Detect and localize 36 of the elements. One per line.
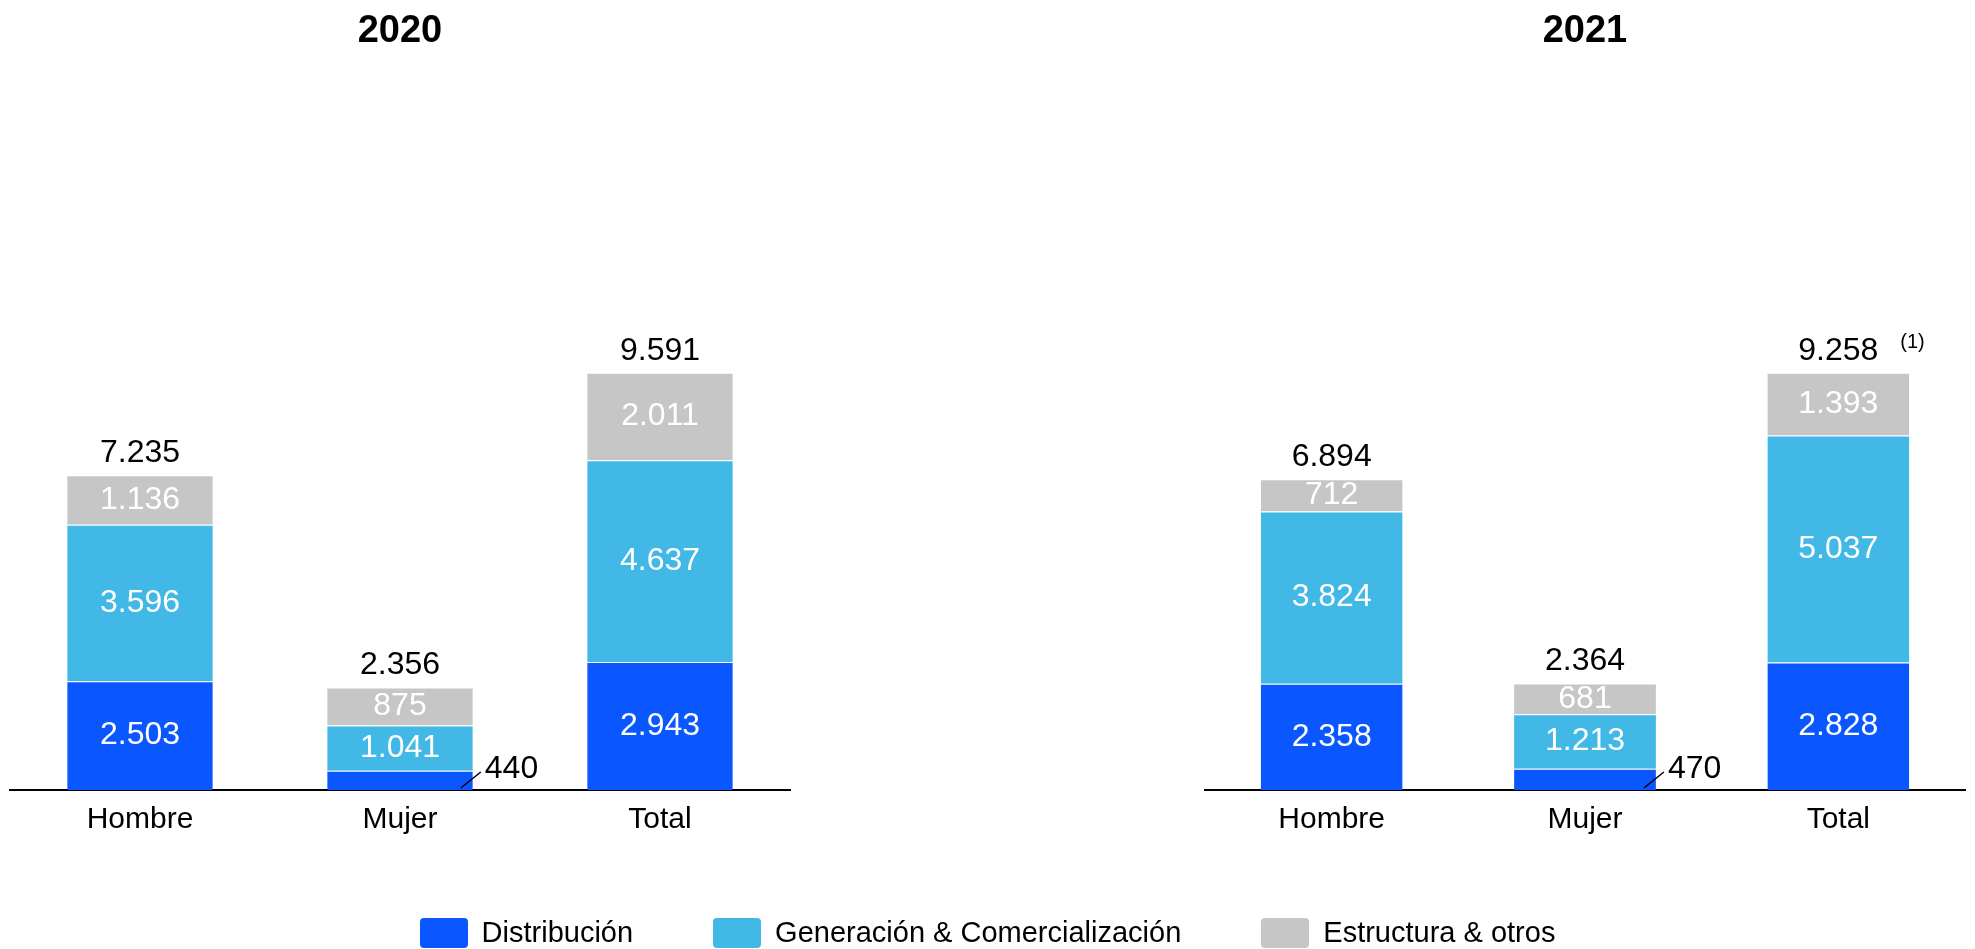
data-label: 712 <box>1304 475 1359 512</box>
data-label: 2.358 <box>1291 716 1372 753</box>
chart-title: 2020 <box>356 8 444 51</box>
total-label: 2.356 <box>359 645 441 682</box>
data-label: 1.041 <box>359 728 441 765</box>
legend-label: Estructura & otros <box>1323 916 1556 949</box>
total-label: 7.235 <box>99 433 181 470</box>
data-label: 681 <box>1558 678 1612 715</box>
data-label: 440 <box>484 748 539 785</box>
data-label: 5.037 <box>1798 528 1879 565</box>
legend-label: Generación & Comercialización <box>775 916 1182 949</box>
total-label: 6.894 <box>1291 437 1372 474</box>
x-tick-label: Hombre <box>1278 801 1386 835</box>
x-tick-label: Total <box>1806 801 1871 835</box>
data-label: 2.943 <box>619 705 701 742</box>
total-label: 9.591 <box>619 330 701 367</box>
data-label: 470 <box>1667 748 1722 785</box>
total-label: 9.258 <box>1798 330 1879 367</box>
data-label: 2.503 <box>99 715 181 752</box>
data-label: 1.136 <box>99 479 181 516</box>
data-label: 2.011 <box>621 396 699 433</box>
x-tick-label: Mujer <box>362 801 438 835</box>
x-tick-label: Hombre <box>86 801 194 835</box>
data-label: 3.596 <box>99 582 181 619</box>
data-label: 2.828 <box>1798 706 1879 743</box>
total-label: 2.364 <box>1544 641 1626 678</box>
legend-label: Distribución <box>481 916 634 949</box>
data-label: 1.213 <box>1544 721 1626 758</box>
data-label: 875 <box>373 686 427 723</box>
x-tick-label: Total <box>628 801 692 835</box>
data-label: 4.637 <box>619 540 701 577</box>
chart-title: 2021 <box>1541 8 1629 51</box>
data-label: 3.824 <box>1291 577 1372 614</box>
text: (1) <box>1900 330 1925 353</box>
data-label: 1.393 <box>1798 384 1879 421</box>
x-tick-label: Mujer <box>1547 801 1623 835</box>
